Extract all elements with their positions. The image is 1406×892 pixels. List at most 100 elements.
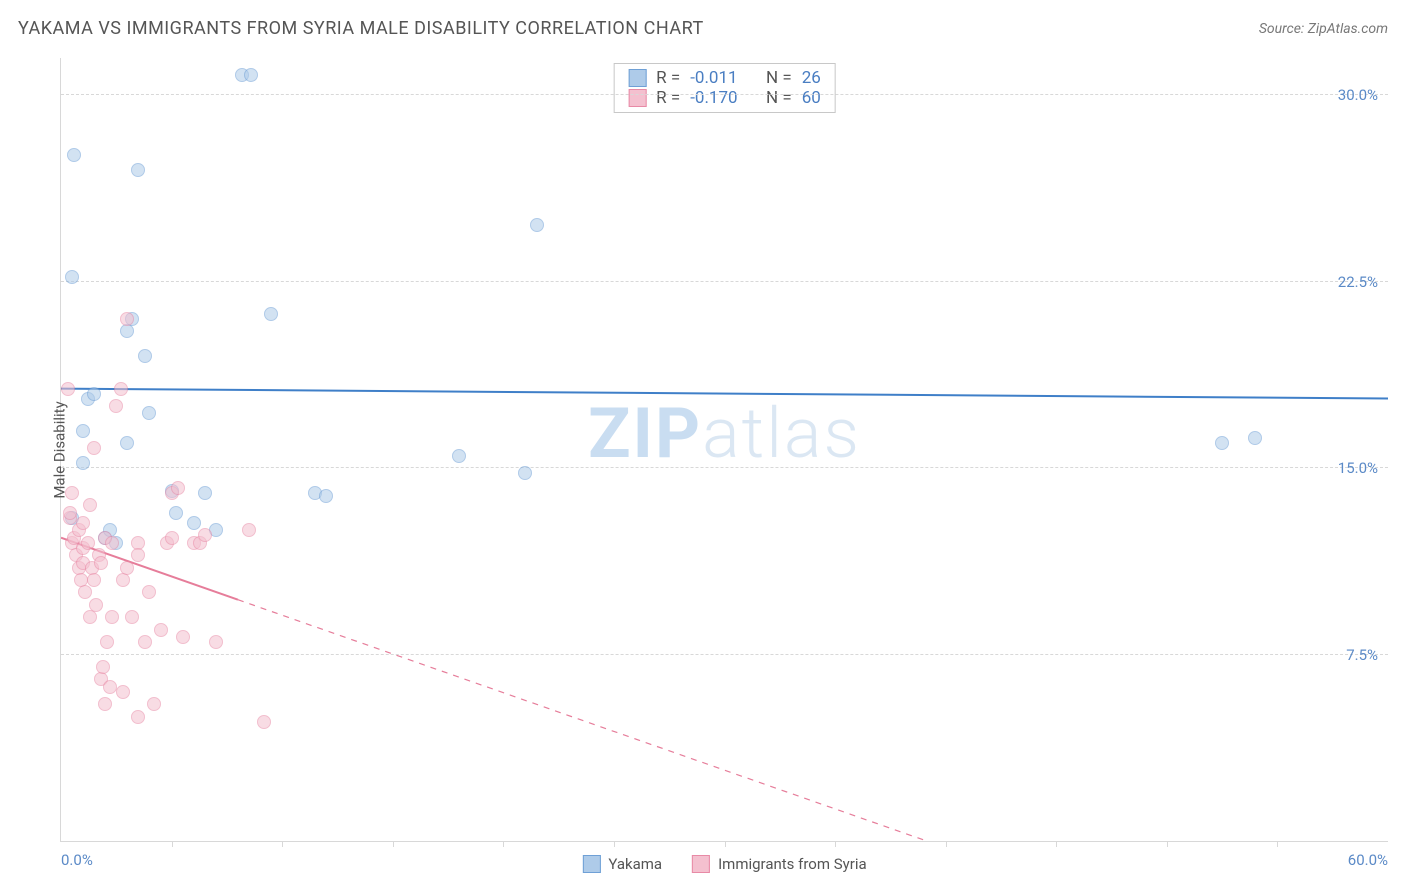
data-point	[120, 561, 134, 575]
r-value: -0.170	[690, 88, 737, 108]
x-axis-max-label: 60.0%	[1348, 851, 1388, 869]
y-tick-label: 7.5%	[1346, 646, 1378, 664]
data-point	[96, 660, 110, 674]
data-point	[198, 486, 212, 500]
data-point	[244, 68, 258, 82]
stat-legend-row: R = -0.011 N = 26	[628, 68, 821, 88]
data-point	[169, 506, 183, 520]
x-axis-min-label: 0.0%	[61, 851, 93, 869]
data-point	[452, 449, 466, 463]
grid-line	[61, 281, 1388, 282]
watermark: ZIPatlas	[588, 393, 861, 475]
swatch-icon	[692, 855, 710, 873]
stat-legend-row: R = -0.170 N = 60	[628, 88, 821, 108]
data-point	[87, 573, 101, 587]
r-value: -0.011	[690, 68, 737, 88]
x-tick	[1056, 841, 1057, 847]
data-point	[109, 399, 123, 413]
legend-item: Immigrants from Syria	[692, 855, 867, 873]
x-tick	[835, 841, 836, 847]
data-point	[264, 307, 278, 321]
data-point	[319, 489, 333, 503]
data-point	[138, 635, 152, 649]
x-tick	[725, 841, 726, 847]
data-point	[257, 715, 271, 729]
data-point	[105, 610, 119, 624]
x-tick	[1167, 841, 1168, 847]
data-point	[198, 528, 212, 542]
y-tick-label: 15.0%	[1338, 459, 1378, 477]
data-point	[171, 481, 185, 495]
x-tick	[172, 841, 173, 847]
x-tick	[282, 841, 283, 847]
data-point	[81, 536, 95, 550]
data-point	[120, 324, 134, 338]
stat-legend: R = -0.011 N = 26 R = -0.170 N = 60	[613, 63, 836, 113]
data-point	[131, 710, 145, 724]
legend-label: Yakama	[608, 855, 662, 873]
data-point	[65, 486, 79, 500]
data-point	[105, 536, 119, 550]
x-tick	[503, 841, 504, 847]
data-point	[76, 424, 90, 438]
legend-label: Immigrants from Syria	[718, 855, 867, 873]
y-tick-label: 30.0%	[1338, 86, 1378, 104]
data-point	[116, 573, 130, 587]
grid-line	[61, 467, 1388, 468]
data-point	[87, 387, 101, 401]
x-tick	[393, 841, 394, 847]
data-point	[176, 630, 190, 644]
swatch-icon	[628, 69, 646, 87]
series-legend: Yakama Immigrants from Syria	[582, 855, 866, 873]
data-point	[83, 498, 97, 512]
data-point	[142, 585, 156, 599]
data-point	[1248, 431, 1262, 445]
data-point	[89, 598, 103, 612]
data-point	[83, 610, 97, 624]
data-point	[165, 531, 179, 545]
data-point	[116, 685, 130, 699]
data-point	[61, 382, 75, 396]
n-value: 60	[802, 88, 821, 108]
data-point	[67, 148, 81, 162]
scatter-plot: Male Disability ZIPatlas R = -0.011 N = …	[60, 58, 1388, 842]
x-tick	[1277, 841, 1278, 847]
data-point	[87, 441, 101, 455]
data-point	[65, 270, 79, 284]
data-point	[131, 548, 145, 562]
data-point	[530, 218, 544, 232]
data-point	[63, 506, 77, 520]
legend-item: Yakama	[582, 855, 662, 873]
data-point	[147, 697, 161, 711]
data-point	[76, 516, 90, 530]
grid-line	[61, 94, 1388, 95]
data-point	[98, 697, 112, 711]
header: YAKAMA VS IMMIGRANTS FROM SYRIA MALE DIS…	[18, 18, 1388, 39]
chart-title: YAKAMA VS IMMIGRANTS FROM SYRIA MALE DIS…	[18, 18, 704, 39]
swatch-icon	[582, 855, 600, 873]
y-tick-label: 22.5%	[1338, 273, 1378, 291]
data-point	[120, 312, 134, 326]
data-point	[154, 623, 168, 637]
data-point	[138, 349, 152, 363]
data-point	[125, 610, 139, 624]
data-point	[518, 466, 532, 480]
grid-line	[61, 654, 1388, 655]
n-value: 26	[802, 68, 821, 88]
data-point	[103, 680, 117, 694]
x-tick	[614, 841, 615, 847]
swatch-icon	[628, 89, 646, 107]
data-point	[242, 523, 256, 537]
data-point	[142, 406, 156, 420]
data-point	[114, 382, 128, 396]
data-point	[78, 585, 92, 599]
data-point	[209, 635, 223, 649]
data-point	[94, 556, 108, 570]
x-tick	[946, 841, 947, 847]
data-point	[100, 635, 114, 649]
data-point	[76, 456, 90, 470]
data-point	[131, 163, 145, 177]
data-point	[1215, 436, 1229, 450]
source-attribution: Source: ZipAtlas.com	[1259, 21, 1388, 37]
data-point	[187, 516, 201, 530]
